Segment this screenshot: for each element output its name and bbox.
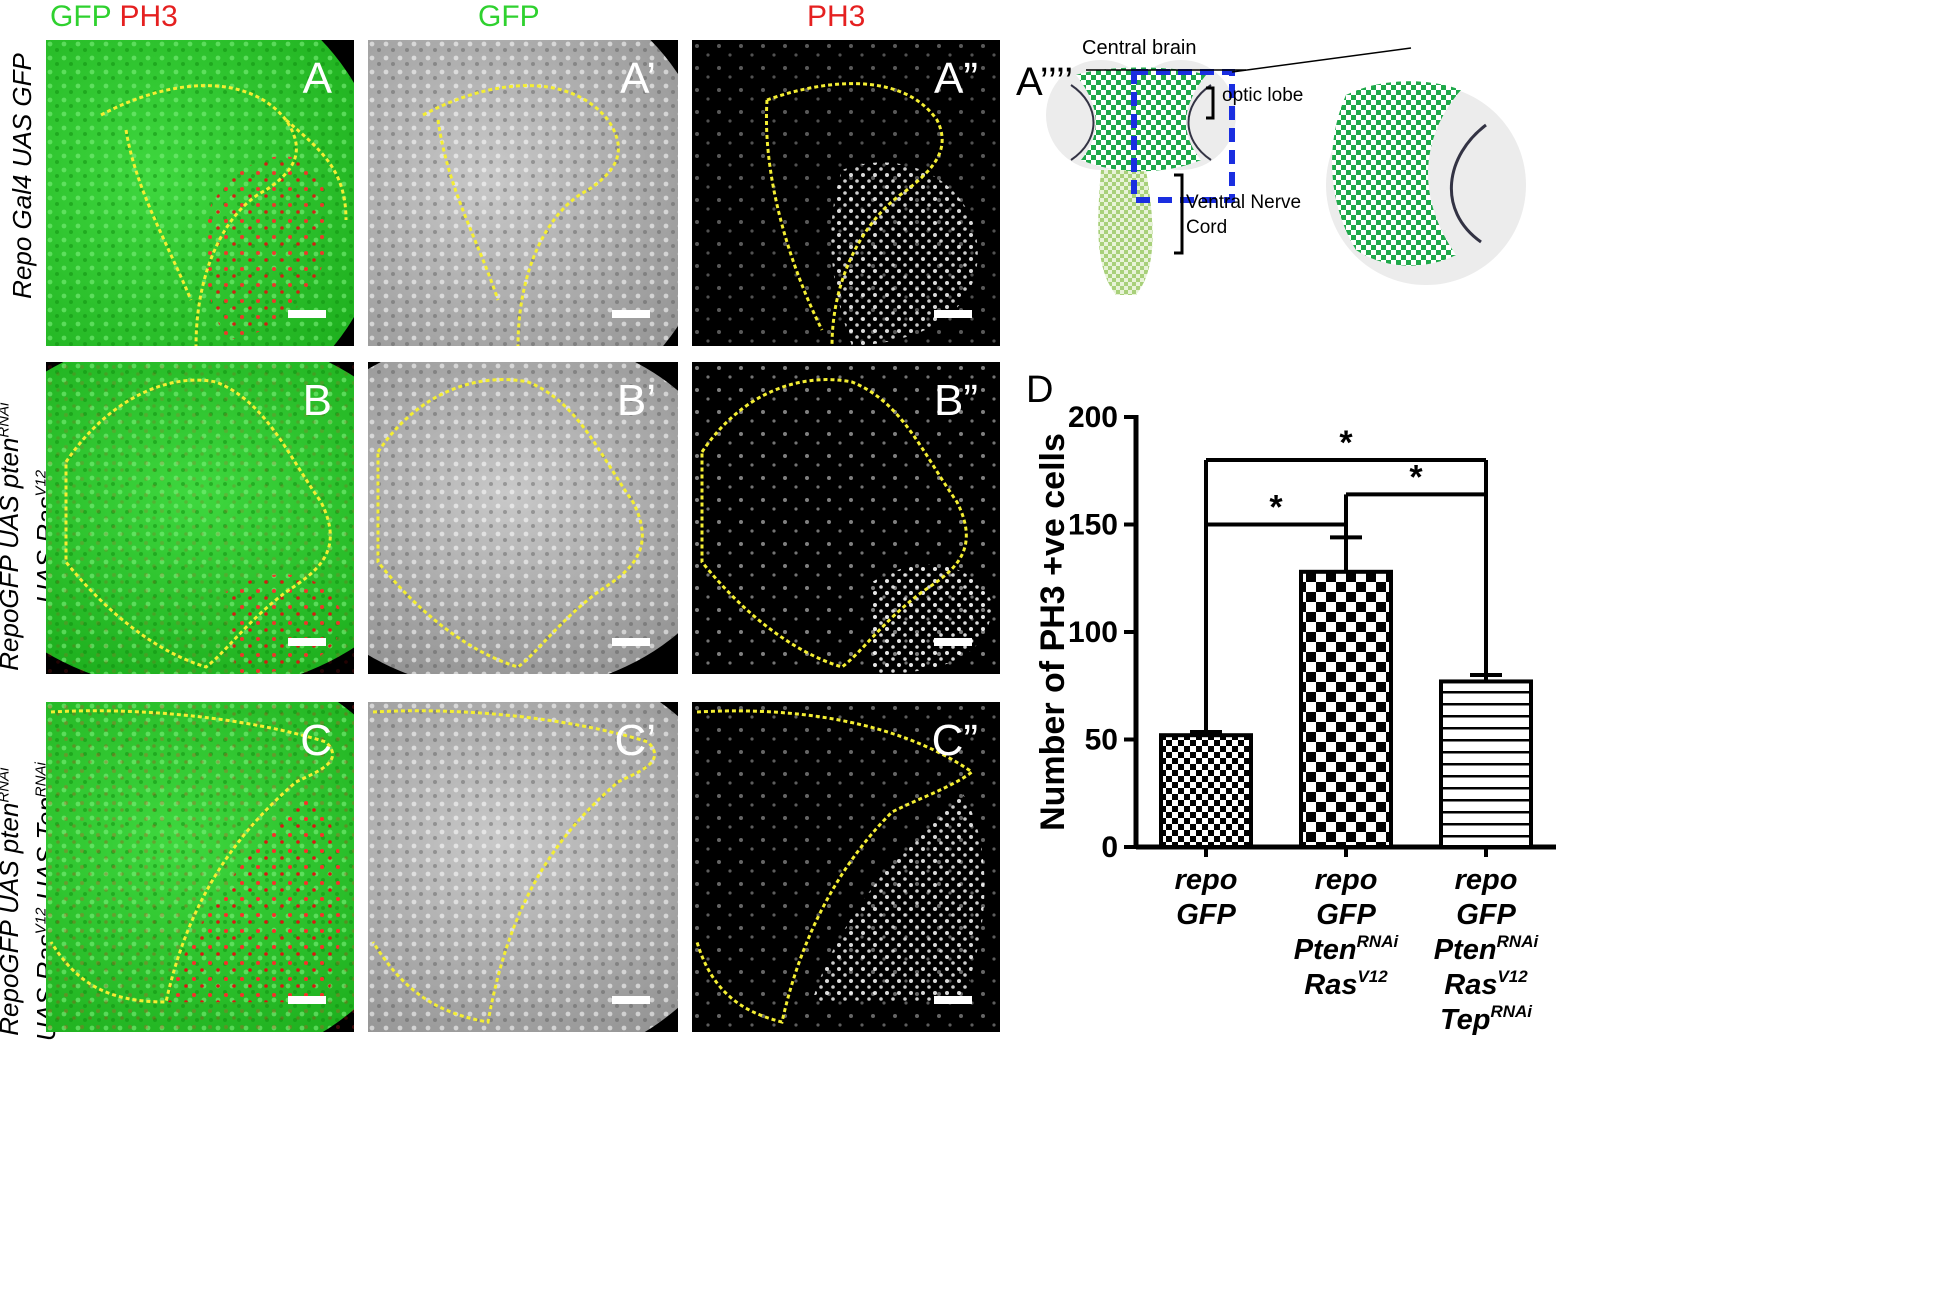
bar [1159,733,1253,850]
schematic-label: A’’’’ [1016,60,1074,104]
header-gfp-ph3: GFP PH3 [50,0,178,34]
y-tick-label: 100 [1068,616,1118,649]
header-ph3-label: PH3 [119,0,178,33]
panel-b-gfp: B’ [368,362,678,674]
category-label: GFP [1176,899,1236,931]
optic-lobe-label: optic lobe [1222,85,1304,106]
scale-bar [934,310,972,318]
y-tick-label: 150 [1068,509,1118,542]
scale-bar [612,996,650,1004]
category-label: RasV12 [1444,967,1528,1001]
scale-bar [288,638,326,646]
category-label: PtenRNAi [1434,932,1540,966]
bar [1299,569,1393,850]
panel-a-gfp: A’ [368,40,678,346]
category-label: GFP [1316,899,1376,931]
header-gfp-only: GFP [478,0,540,33]
panel-label-b-prime: B’ [616,376,656,425]
panel-c-gfp: C’ [368,702,678,1032]
scale-bar [288,310,326,318]
scale-bar [934,996,972,1004]
panel-label-b: B [302,376,332,425]
panel-b-ph3: B” [692,362,1000,674]
y-tick-label: 0 [1101,831,1118,864]
chart-panel-label: D [1026,369,1053,411]
panel-label-c: C [300,716,332,765]
panel-a-merge: A [46,40,354,346]
category-label: PtenRNAi [1294,932,1400,966]
scale-bar [288,996,326,1004]
significance-star: * [1269,489,1283,527]
category-label: repo [1175,864,1238,896]
panel-label-c-prime: C’ [614,716,656,765]
scale-bar [612,310,650,318]
header-ph3-only: PH3 [807,0,866,33]
panel-b-merge: B [46,362,354,674]
panel-c-ph3: C” [692,702,1000,1032]
scale-bar [934,638,972,646]
significance-star: * [1409,458,1423,496]
brain-schematic: A’’’’ Central brain optic lobe Ventral N… [1016,30,1946,330]
panel-label-a-prime: A’ [620,54,656,103]
panel-label-b-double-prime: B” [934,376,978,425]
panel-label-a: A [302,54,332,103]
significance-star: * [1339,424,1353,462]
category-label: TepRNAi [1440,1002,1533,1036]
central-brain-label: Central brain [1082,37,1197,59]
panel-label-c-double-prime: C” [931,716,978,765]
y-tick-label: 50 [1085,724,1118,757]
row-label-a: Repo Gal4 UAS GFP [7,53,37,299]
panel-label-a-double-prime: A” [934,54,978,103]
vnc-label: Ventral Nerve Cord [1186,192,1302,238]
scale-bar [612,638,650,646]
bar [1439,679,1533,850]
y-tick-label: 200 [1068,401,1118,434]
bar-chart: D 0 50 100 150 200 Number of PH3 +ve cells repo… [1016,362,1946,1302]
panel-a-ph3: A” [692,40,1000,346]
category-label: GFP [1456,899,1516,931]
category-label: repo [1455,864,1518,896]
category-label: repo [1315,864,1378,896]
header-gfp-label: GFP [50,0,112,33]
panel-c-merge: C [46,702,354,1032]
y-axis-label: Number of PH3 +ve cells [1034,433,1072,831]
category-label: RasV12 [1304,967,1388,1001]
